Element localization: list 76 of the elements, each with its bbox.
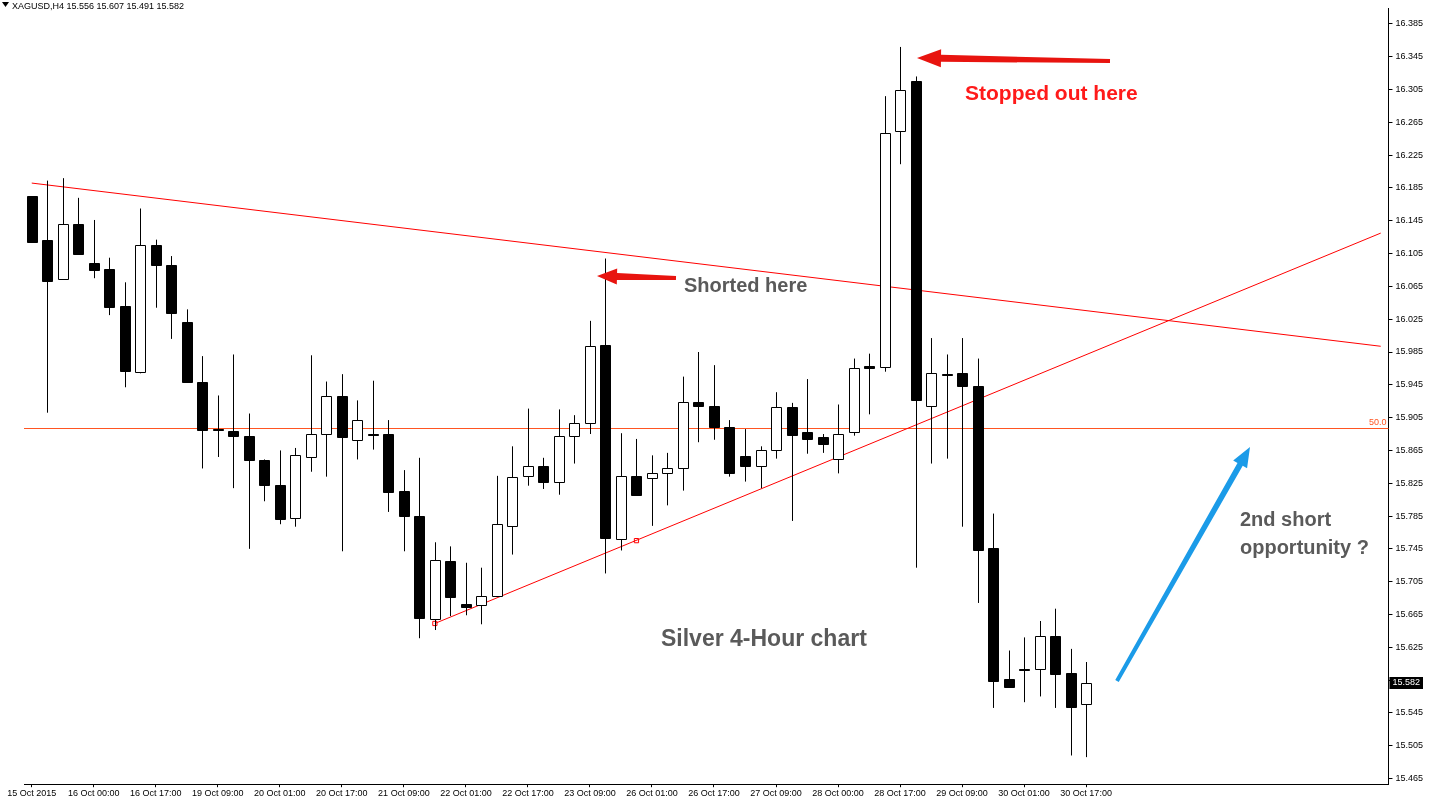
candlestick <box>1004 650 1015 688</box>
y-tick-label: 15.465 <box>1395 772 1423 783</box>
annotation: 50.0 <box>1368 416 1387 427</box>
y-tick-label: 15.865 <box>1395 444 1423 455</box>
candlestick <box>244 413 255 550</box>
annotation: 2nd short opportunity ? <box>1240 507 1369 558</box>
y-tick-label: 16.185 <box>1395 182 1423 193</box>
candlestick <box>523 408 534 487</box>
x-tick-label: 16 Oct 00:00 <box>68 788 120 799</box>
x-tick-label: 28 Oct 17:00 <box>874 788 926 799</box>
y-tick-label: 16.265 <box>1395 116 1423 127</box>
candlestick <box>693 351 704 443</box>
y-tick-label: 16.145 <box>1395 215 1423 226</box>
y-tick-label: 16.385 <box>1395 18 1423 29</box>
candlestick <box>306 354 317 473</box>
x-tick-label: 26 Oct 01:00 <box>626 788 678 799</box>
y-tick-label: 15.785 <box>1395 510 1423 521</box>
y-tick-label: 16.305 <box>1395 84 1423 95</box>
x-tick-label: 27 Oct 09:00 <box>750 788 802 799</box>
candlestick <box>942 353 953 460</box>
candlestick <box>213 394 224 458</box>
candlestick <box>864 353 875 415</box>
x-tick-label: 15 Oct 2015 <box>7 788 57 799</box>
candlestick <box>662 452 673 506</box>
x-tick-label: 28 Oct 00:00 <box>812 788 864 799</box>
x-tick-label: 22 Oct 17:00 <box>502 788 554 799</box>
annotation: 15.582 <box>1392 677 1420 688</box>
y-tick-label: 16.025 <box>1395 313 1423 324</box>
x-tick-label: 26 Oct 17:00 <box>688 788 740 799</box>
y-tick-label: 15.745 <box>1395 543 1423 554</box>
y-tick-label: 16.065 <box>1395 280 1423 291</box>
x-tick-label: 20 Oct 17:00 <box>316 788 368 799</box>
candlestick <box>1019 636 1030 703</box>
y-tick-label: 16.105 <box>1395 248 1423 259</box>
candlestick <box>461 562 472 616</box>
annotation: Silver 4-Hour chart <box>661 625 868 652</box>
y-tick-label: 16.225 <box>1395 149 1423 160</box>
candlestick <box>368 380 379 451</box>
candlestick <box>569 414 580 465</box>
candlestick <box>647 454 658 527</box>
y-tick-label: 15.985 <box>1395 346 1423 357</box>
x-tick-label: 30 Oct 17:00 <box>1060 788 1112 799</box>
candlestick <box>228 353 239 489</box>
x-tick-label: 29 Oct 09:00 <box>936 788 988 799</box>
chart-title: XAGUSD,H4 15.556 15.607 15.491 15.582 <box>12 0 185 11</box>
candlestick <box>802 378 813 455</box>
candlestick <box>756 445 767 489</box>
y-tick-label: 15.825 <box>1395 477 1423 488</box>
y-tick-label: 15.665 <box>1395 608 1423 619</box>
candlestick <box>740 428 751 483</box>
x-tick-label: 19 Oct 09:00 <box>192 788 244 799</box>
annotation: Shorted here <box>684 273 808 296</box>
y-tick-label: 15.545 <box>1395 707 1423 718</box>
x-tick-label: 23 Oct 09:00 <box>564 788 616 799</box>
x-tick-label: 20 Oct 01:00 <box>254 788 306 799</box>
x-tick-label: 21 Oct 09:00 <box>378 788 430 799</box>
y-tick-label: 15.505 <box>1395 740 1423 751</box>
candlestick <box>538 457 549 490</box>
y-tick-label: 16.345 <box>1395 51 1423 62</box>
candlestick <box>709 364 720 441</box>
y-tick-label: 15.905 <box>1395 412 1423 423</box>
x-tick-label: 16 Oct 17:00 <box>130 788 182 799</box>
annotation: Stopped out here <box>965 80 1138 104</box>
y-tick-label: 15.945 <box>1395 379 1423 390</box>
candlestick <box>151 239 162 309</box>
candlestick <box>818 433 829 454</box>
candlestick <box>476 567 487 625</box>
candlestick <box>957 337 968 528</box>
candlestick <box>1081 661 1092 758</box>
x-tick-label: 22 Oct 01:00 <box>440 788 492 799</box>
y-tick-label: 15.625 <box>1395 641 1423 652</box>
candlestick <box>89 219 100 279</box>
x-tick-label: 30 Oct 01:00 <box>998 788 1050 799</box>
candlestick <box>631 438 642 496</box>
y-tick-label: 15.705 <box>1395 576 1423 587</box>
candlestick <box>352 399 363 460</box>
